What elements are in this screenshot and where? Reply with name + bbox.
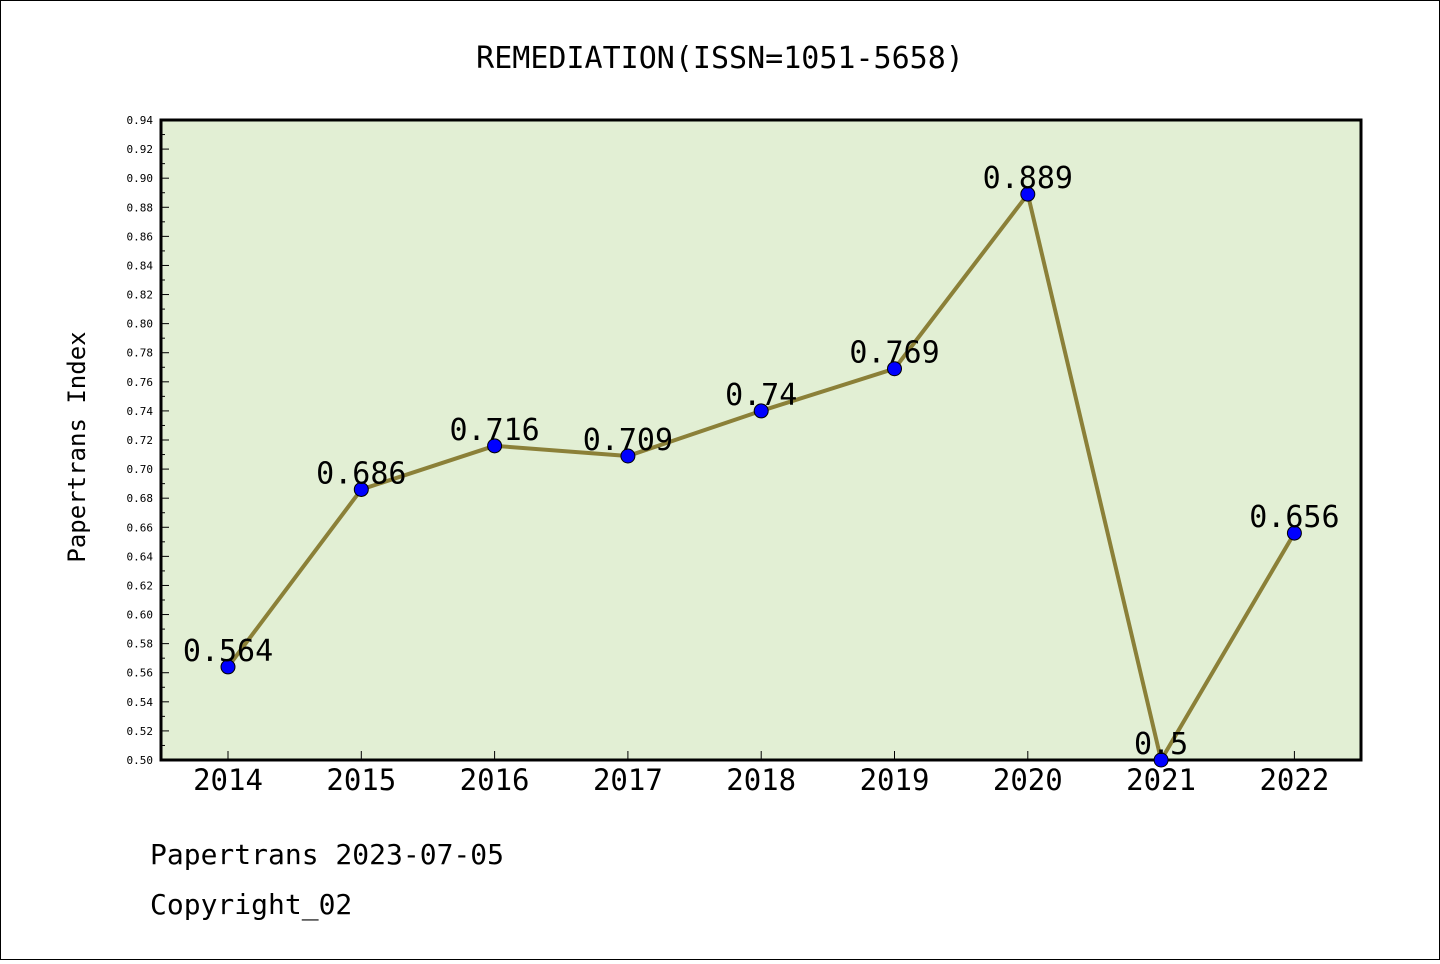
data-label: 0.74 xyxy=(725,378,797,413)
data-label: 0.709 xyxy=(583,423,673,458)
y-tick-label: 0.84 xyxy=(127,259,154,272)
y-tick-label: 0.76 xyxy=(127,376,154,389)
data-label: 0.769 xyxy=(849,336,939,371)
y-tick-label: 0.78 xyxy=(127,347,154,360)
data-label: 0.5 xyxy=(1134,727,1188,762)
x-tick-label: 2020 xyxy=(993,763,1063,797)
x-tick-label: 2015 xyxy=(326,763,396,797)
data-label: 0.716 xyxy=(449,413,539,448)
data-point xyxy=(487,438,503,454)
y-tick-label: 0.74 xyxy=(127,405,154,418)
y-tick-label: 0.64 xyxy=(127,550,154,563)
data-point xyxy=(753,403,769,419)
data-point xyxy=(887,361,902,377)
x-tick-label: 2016 xyxy=(460,763,530,797)
data-point xyxy=(1286,525,1302,541)
y-axis: 0.50 0.52 0.54 0.56 0.58 0.60 0.62 0.64 0.66 0.68… xyxy=(127,114,169,767)
y-tick-label: 0.66 xyxy=(127,521,154,534)
data-point xyxy=(220,659,236,675)
x-tick-label: 2021 xyxy=(1126,763,1196,797)
data-label: 0.656 xyxy=(1249,500,1339,535)
x-tick-label: 2019 xyxy=(860,763,930,797)
y-tick-label: 0.54 xyxy=(127,696,154,709)
y-tick-label: 0.50 xyxy=(127,754,154,767)
y-tick-label: 0.80 xyxy=(127,318,154,331)
x-tick-label: 2014 xyxy=(193,763,263,797)
y-tick-label: 0.62 xyxy=(127,579,154,592)
series-layer xyxy=(220,186,1302,768)
y-tick-label: 0.52 xyxy=(127,725,154,738)
y-tick-label: 0.92 xyxy=(127,143,154,156)
x-tick-label: 2022 xyxy=(1259,763,1329,797)
y-tick-label: 0.88 xyxy=(127,201,154,214)
x-tick-label: 2018 xyxy=(726,763,796,797)
x-axis: 2014 2015 2016 2017 2018 2019 2020 2021 2022 xyxy=(193,751,1329,797)
y-tick-label: 0.60 xyxy=(127,609,154,622)
y-tick-label: 0.82 xyxy=(127,289,154,302)
footer-date: Papertrans 2023-07-05 xyxy=(150,838,504,871)
y-tick-label: 0.86 xyxy=(127,230,154,243)
y-tick-label: 0.94 xyxy=(127,114,154,127)
y-axis-label: Papertrans Index xyxy=(63,331,91,562)
y-tick-label: 0.90 xyxy=(127,172,154,185)
y-tick-label: 0.70 xyxy=(127,463,154,476)
data-label: 0.686 xyxy=(316,456,406,491)
y-tick-label: 0.56 xyxy=(127,667,154,680)
plot-area xyxy=(159,118,1363,762)
y-tick-label: 0.58 xyxy=(127,638,154,651)
data-point xyxy=(353,481,369,497)
footer-copyright: Copyright_02 xyxy=(150,888,352,922)
y-tick-label: 0.72 xyxy=(127,434,154,447)
data-point xyxy=(1020,186,1036,202)
data-label: 0.889 xyxy=(983,161,1073,196)
data-point xyxy=(1153,752,1169,768)
y-tick-label: 0.68 xyxy=(127,492,154,505)
x-tick-label: 2017 xyxy=(593,763,663,797)
data-label: 0.564 xyxy=(183,634,273,669)
chart-title: REMEDIATION(ISSN=1051-5658) xyxy=(476,41,964,76)
data-point xyxy=(620,448,636,464)
data-label-layer: 0.564 0.686 0.716 0.709 0.74 0.769 0.889 0.5 0.6… xyxy=(183,161,1340,762)
